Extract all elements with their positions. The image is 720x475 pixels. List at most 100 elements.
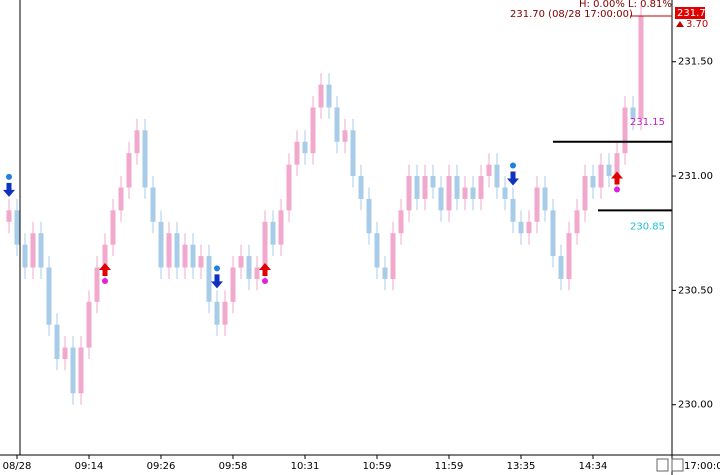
change-label: 3.70 [686,19,708,30]
candle-body [518,221,524,234]
candle-body [382,267,388,279]
y-tick-label: 230.00 [678,400,713,411]
last-price: 231.70 [677,8,712,19]
sell-dot [6,173,12,180]
candle-body [86,301,92,348]
candle-body [78,347,84,394]
candle-body [622,107,628,154]
last-label: 231.70 (08/28 17:00:00) [510,9,633,20]
candle-body [398,210,404,234]
tool-button[interactable] [656,458,669,472]
candle-body [214,301,220,325]
candle-body [206,256,212,302]
candle-body [478,176,484,199]
candle-body [166,233,172,268]
candle-body [598,164,604,188]
tool-button[interactable] [671,458,684,472]
candle-body [566,233,572,279]
candle-body [46,267,52,325]
candle-body [302,141,308,154]
candle-body [550,210,556,257]
candle-body [614,153,620,177]
candle-body [526,221,532,234]
candle-body [158,221,164,268]
candle-body [110,210,116,245]
candle-body [310,107,316,154]
candle-body [222,301,228,325]
candle-body [70,347,76,394]
candle-body [102,244,108,268]
candle-body [118,187,124,211]
level-label: 231.15 [630,117,665,128]
candle-body [190,244,196,268]
buy-dot [262,277,268,284]
candle-body [94,267,100,302]
buy-arrow [259,262,271,276]
sell-dot [214,265,220,272]
buy-arrow [611,171,623,185]
candle-body [470,187,476,199]
candle-body [414,176,420,199]
x-tick-label: 11:59 [435,461,464,472]
candle-body [318,84,324,108]
candle-body [62,347,68,359]
candle-body [366,198,372,234]
candle-body [582,176,588,211]
y-tick-label: 230.50 [678,285,713,296]
x-tick-label: 08/28 [3,461,32,472]
buy-dot [614,186,620,193]
candle-body [134,130,140,154]
candle-body [38,233,44,268]
candle-body [342,130,348,142]
candle-body [486,164,492,177]
candle-body [254,267,260,279]
end-label: 17:00:00 [684,461,720,472]
x-tick-label: 09:58 [219,461,248,472]
buy-dot [102,277,108,284]
candle-body [534,187,540,222]
candle-body [30,233,36,268]
candle-body [246,256,252,279]
candle-body [358,176,364,199]
y-tick-label: 231.50 [678,57,713,68]
candle-body [270,221,276,245]
candle-body [326,84,332,108]
candle-body [430,176,436,188]
candle-body [278,210,284,245]
buy-arrow [99,262,111,276]
sell-arrow [3,182,15,197]
candle-body [638,16,644,119]
sell-arrow [507,171,519,186]
candle-body [462,187,468,199]
candle-body [630,107,636,119]
candle-body [230,267,236,302]
candle-body [182,244,188,268]
level-label: 230.85 [630,221,665,232]
last-price-box [675,7,705,19]
candle-body [558,256,564,279]
candle-body [606,164,612,177]
candle-body [374,233,380,268]
candle-body [334,107,340,142]
change-icon [676,21,684,27]
candle-body [238,256,244,268]
candle-body [286,164,292,211]
candle-body [438,187,444,211]
candle-body [14,210,20,245]
x-tick-label: 14:34 [579,461,608,472]
candle-body [590,176,596,188]
candle-body [126,153,132,188]
x-tick-label: 09:14 [75,461,104,472]
sell-dot [510,162,516,169]
x-tick-label: 09:26 [147,461,176,472]
candle-body [510,198,516,222]
x-tick-label: 10:59 [363,461,392,472]
candle-body [150,187,156,222]
candle-body [446,176,452,211]
candle-body [454,176,460,199]
candle-body [294,141,300,165]
candle-body [6,210,12,222]
candle-body [22,244,28,268]
sell-arrow [211,274,223,289]
